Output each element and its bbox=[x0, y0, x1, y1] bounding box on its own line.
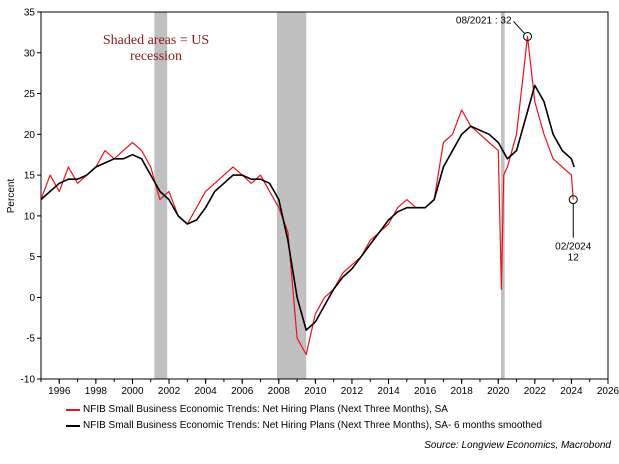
y-tick-label: -10 bbox=[21, 375, 36, 386]
y-tick-label: 35 bbox=[24, 8, 36, 19]
x-tick-label: 2014 bbox=[377, 386, 400, 397]
legend-item-red: NFIB Small Business Economic Trends: Net… bbox=[66, 404, 448, 415]
y-tick-label: -5 bbox=[26, 334, 35, 345]
x-tick-label: 2008 bbox=[268, 386, 291, 397]
annotation-line: recession bbox=[130, 49, 182, 64]
y-tick-label: 5 bbox=[29, 252, 35, 263]
callout-label-peak: 08/2021 : 32 bbox=[456, 15, 512, 26]
recession-band-1 bbox=[276, 12, 307, 379]
y-tick-label: 0 bbox=[29, 293, 35, 304]
legend-item-black: NFIB Small Business Economic Trends: Net… bbox=[66, 420, 542, 431]
x-tick-label: 1998 bbox=[85, 386, 108, 397]
x-tick-label: 2010 bbox=[304, 386, 327, 397]
legend-swatch-black bbox=[66, 424, 80, 427]
y-tick-label: 25 bbox=[24, 89, 36, 100]
annotation-box: Shaded areas = US recession bbox=[103, 33, 209, 64]
y-tick-label: 15 bbox=[24, 171, 36, 182]
source-note: Source: Longview Economics, Macrobond bbox=[424, 440, 611, 451]
legend-label-red: NFIB Small Business Economic Trends: Net… bbox=[83, 404, 448, 415]
callout-marker-peak bbox=[523, 31, 533, 41]
recession-shading bbox=[154, 12, 505, 379]
y-axis: -10 -5 0 5 10 15 20 25 30 35 bbox=[21, 8, 41, 386]
plot-frame bbox=[40, 11, 609, 380]
x-tick-label: 2024 bbox=[560, 386, 583, 397]
x-tick-label: 2020 bbox=[487, 386, 510, 397]
y-axis-label: Percent bbox=[6, 179, 17, 214]
series-lines bbox=[40, 35, 575, 356]
series-line-0 bbox=[40, 35, 574, 356]
chart: -10 -5 0 5 10 15 20 25 30 35 1996 1998 2000 2002 2004… bbox=[6, 8, 619, 398]
y-tick-label: 20 bbox=[24, 130, 36, 141]
recession-band-0 bbox=[154, 12, 168, 379]
x-axis: 1996 1998 2000 2002 2004 2006 2008 2010 2012 2014… bbox=[40, 379, 619, 397]
x-tick-label: 2016 bbox=[414, 386, 437, 397]
y-tick-label: 30 bbox=[24, 48, 36, 59]
x-tick-label: 2002 bbox=[158, 386, 181, 397]
x-tick-label: 2018 bbox=[451, 386, 474, 397]
x-tick-label: 2004 bbox=[194, 386, 217, 397]
legend-label-black: NFIB Small Business Economic Trends: Net… bbox=[83, 420, 542, 431]
x-tick-label: 2022 bbox=[524, 386, 547, 397]
x-tick-label: 2026 bbox=[597, 386, 619, 397]
series-line-1 bbox=[40, 84, 575, 331]
x-tick-label: 2006 bbox=[231, 386, 254, 397]
x-tick-label: 2012 bbox=[341, 386, 364, 397]
callout-leader-peak bbox=[513, 21, 525, 34]
x-tick-label: 2000 bbox=[121, 386, 144, 397]
y-tick-label: 10 bbox=[24, 211, 36, 222]
callout-sublabel-latest: 12 bbox=[568, 253, 580, 264]
annotation-line: Shaded areas = US bbox=[103, 33, 209, 48]
callout-label-latest: 02/2024 bbox=[555, 242, 592, 253]
legend-swatch-red bbox=[66, 408, 80, 411]
x-tick-label: 1996 bbox=[48, 386, 71, 397]
